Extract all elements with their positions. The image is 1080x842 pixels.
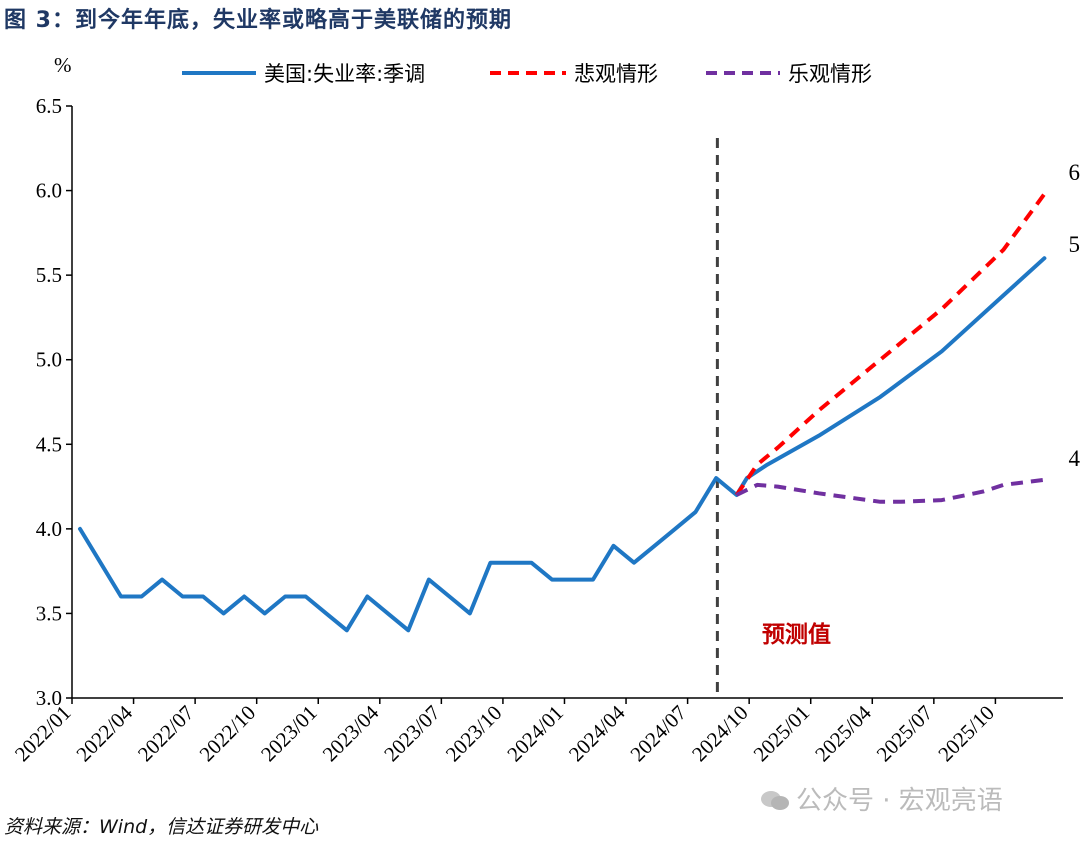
series-layer [78, 192, 1047, 633]
x-tick-label: 2025/04 [810, 700, 876, 766]
x-tick-label: 2022/04 [71, 700, 137, 766]
x-tick-label: 2023/07 [379, 701, 445, 767]
series-line-actual [78, 256, 1047, 633]
legend-label-optimistic: 乐观情形 [788, 62, 872, 86]
legend-label-pessimistic: 悲观情形 [574, 62, 658, 86]
legend: 美国:失业率:季调 悲观情形 乐观情形 [182, 62, 872, 86]
y-tick-label: 6.5 [36, 94, 62, 118]
x-tick-label: 2022/01 [10, 701, 76, 767]
y-tick-label: 4.5 [36, 432, 62, 456]
figure-title: 图 3：到今年年底，失业率或略高于美联储的预期 [4, 8, 512, 33]
forecast-annotation: 预测值 [762, 621, 831, 648]
axes: 3.03.54.04.55.05.56.06.5%2022/012022/042… [10, 53, 1063, 766]
x-tick-label: 2022/10 [195, 701, 261, 767]
y-tick-label: 5.5 [36, 263, 62, 287]
end-label-actual: 5.6 [1068, 232, 1080, 257]
labels-layer: 预测值 5.6 6.0 4.3 [762, 160, 1080, 648]
x-tick-label: 2025/01 [749, 701, 815, 767]
y-tick-label: 3.5 [36, 601, 62, 625]
legend-label-actual: 美国:失业率:季调 [264, 62, 425, 86]
series-line-optimistic [735, 477, 1045, 504]
x-tick-label: 2023/04 [318, 700, 384, 766]
end-label-pessimistic: 6.0 [1068, 160, 1080, 185]
series-line-pessimistic [734, 192, 1047, 497]
x-tick-label: 2024/04 [564, 700, 630, 766]
x-tick-label: 2025/10 [933, 701, 999, 767]
wechat-icon [761, 791, 789, 810]
x-tick-label: 2023/10 [441, 701, 507, 767]
x-tick-label: 2024/01 [502, 701, 568, 767]
y-axis-unit-label: % [54, 53, 72, 77]
x-tick-label: 2022/07 [133, 701, 199, 767]
y-tick-label: 6.0 [36, 179, 62, 203]
y-tick-label: 4.0 [36, 517, 62, 541]
y-tick-label: 5.0 [36, 348, 62, 372]
watermark: 公众号 · 宏观亮语 [760, 780, 1003, 817]
x-tick-label: 2025/07 [872, 701, 938, 767]
watermark-text: 公众号 · 宏观亮语 [796, 786, 1003, 816]
x-tick-label: 2024/07 [625, 701, 691, 767]
x-tick-label: 2023/01 [256, 701, 322, 767]
source-note: 资料来源：Wind，信达证券研发中心 [4, 816, 319, 838]
end-label-optimistic: 4.3 [1068, 446, 1080, 471]
x-tick-label: 2024/10 [687, 701, 753, 767]
y-tick-label: 3.0 [36, 686, 62, 710]
